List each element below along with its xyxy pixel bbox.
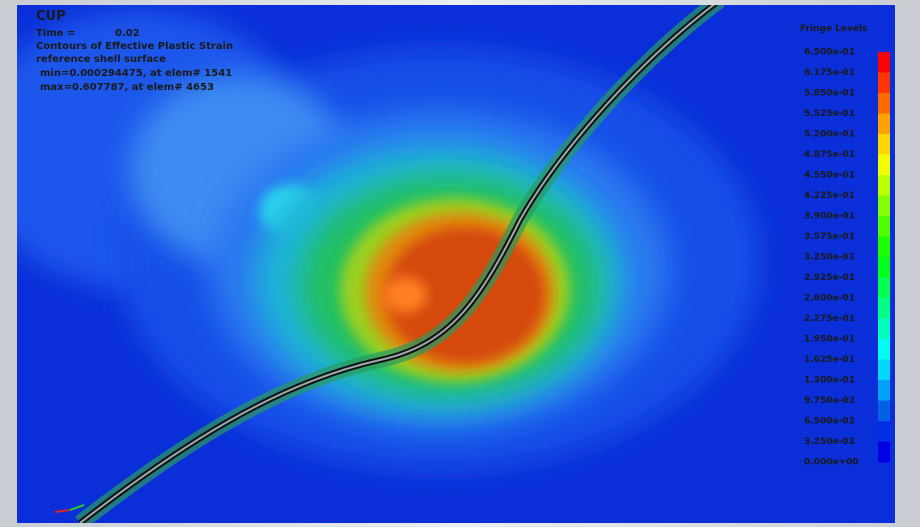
legend-swatch (878, 93, 890, 114)
legend-label: 0.000e+00 (804, 458, 859, 468)
legend-swatch (878, 298, 890, 319)
legend-swatch (878, 175, 890, 196)
legend-swatch (878, 421, 890, 442)
title: CUP (36, 9, 66, 24)
legend: 6.500e-01 6.175e-01 5.850e-01 5.525e-01 5.20… (804, 48, 890, 468)
legend-label: 3.250e-02 (804, 437, 855, 447)
contour-plot (17, 5, 895, 523)
legend-label: 5.525e-01 (804, 109, 855, 119)
legend-swatch (878, 52, 890, 73)
legend-swatch (878, 236, 890, 258)
min-label: min=0.000294475, at elem# 1541 (40, 68, 232, 79)
legend-label: 4.875e-01 (804, 150, 855, 160)
legend-swatch (878, 216, 890, 237)
legend-swatch (878, 400, 890, 422)
legend-label: 1.300e-01 (804, 376, 855, 386)
legend-label: 6.500e-02 (804, 417, 855, 427)
legend-swatch (878, 134, 890, 155)
legend-swatch (878, 113, 890, 135)
max-label: max=0.607787, at elem# 4653 (40, 82, 214, 93)
legend-swatch (878, 441, 890, 463)
legend-swatch (878, 380, 890, 401)
contour-label: Contours of Effective Plastic Strain (36, 41, 233, 52)
legend-swatch (878, 195, 890, 217)
legend-label: 1.950e-01 (804, 335, 855, 345)
legend-swatch (878, 318, 890, 340)
legend-swatch (878, 277, 890, 299)
legend-swatch (878, 339, 890, 360)
time-value: 0.02 (115, 28, 140, 39)
legend-label: 3.900e-01 (804, 212, 855, 222)
legend-title: Fringe Levels (800, 24, 867, 34)
legend-label: 2.600e-01 (804, 294, 855, 304)
legend-label: 6.500e-01 (804, 48, 855, 58)
legend-label: 6.175e-01 (804, 68, 855, 78)
surface-label: reference shell surface (36, 54, 166, 65)
legend-label: 4.225e-01 (804, 191, 855, 201)
legend-label: 2.275e-01 (804, 314, 855, 324)
legend-label: 9.750e-02 (804, 396, 855, 406)
legend-label: 5.850e-01 (804, 89, 855, 99)
legend-swatch (878, 359, 890, 381)
legend-label: 4.550e-01 (804, 171, 855, 181)
legend-swatch (878, 257, 890, 278)
legend-label: 3.575e-01 (804, 232, 855, 242)
legend-label: 3.250e-01 (804, 253, 855, 263)
legend-label: 5.200e-01 (804, 130, 855, 140)
legend-label: 1.625e-01 (804, 355, 855, 365)
time-label: Time = (36, 28, 75, 39)
legend-swatch (878, 72, 890, 94)
legend-swatch (878, 154, 890, 176)
legend-label: 2.925e-01 (804, 273, 855, 283)
